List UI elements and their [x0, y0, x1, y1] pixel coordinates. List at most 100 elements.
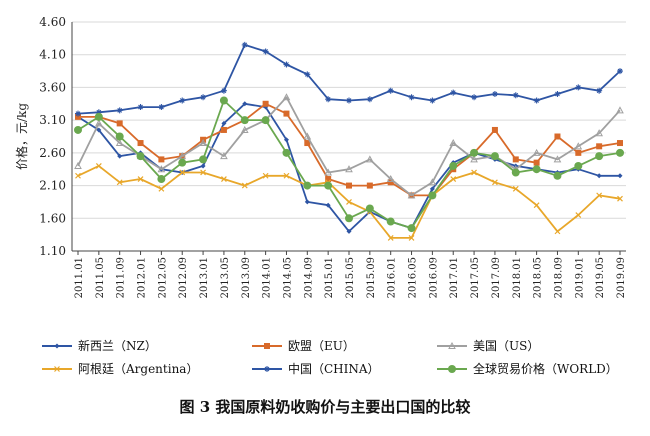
data-point — [346, 228, 352, 234]
data-point — [408, 94, 415, 101]
data-point — [75, 113, 81, 120]
x-tick-label: 2019.05 — [595, 257, 606, 298]
data-point — [264, 366, 270, 372]
data-point — [220, 87, 227, 94]
data-point — [532, 148, 541, 156]
x-tick-label: 2013.09 — [241, 257, 252, 298]
series-1 — [75, 100, 623, 199]
data-point — [449, 161, 458, 170]
x-tick-label: 2011.05 — [95, 257, 106, 298]
legend-label: 欧盟（EU） — [288, 339, 355, 353]
data-point — [325, 176, 332, 183]
data-point — [283, 137, 289, 143]
data-point — [137, 104, 144, 111]
y-axis-label: 价格，元/kg — [14, 103, 29, 170]
data-point — [554, 228, 561, 235]
data-point — [158, 156, 165, 163]
y-tick-label: 1.60 — [39, 211, 66, 225]
data-point — [282, 148, 291, 157]
legend-item-1: 欧盟（EU） — [252, 339, 355, 353]
x-tick-label: 2017.05 — [470, 257, 481, 298]
data-point — [157, 175, 166, 184]
data-point — [366, 182, 373, 189]
x-tick-label: 2015.01 — [324, 257, 335, 298]
data-point — [471, 169, 478, 176]
data-point — [617, 68, 623, 75]
data-point — [242, 101, 248, 107]
legend-item-5: 全球贸易价格（WORLD） — [437, 361, 618, 376]
data-point — [116, 120, 123, 127]
data-point — [178, 158, 187, 167]
data-point — [179, 169, 186, 176]
data-point — [512, 185, 519, 192]
y-tick-label: 3.60 — [39, 80, 66, 94]
data-point — [616, 148, 624, 157]
legend-item-3: 阿根廷（Argentina） — [42, 362, 198, 376]
data-point — [553, 155, 562, 163]
data-point — [553, 171, 562, 180]
x-tick-label: 2014.09 — [303, 257, 314, 298]
data-point — [74, 125, 82, 134]
data-point — [345, 165, 353, 173]
data-point — [387, 234, 394, 241]
data-point — [221, 120, 227, 126]
data-point — [325, 96, 332, 103]
data-point — [303, 181, 312, 190]
data-point — [136, 152, 145, 161]
x-tick-label: 2012.09 — [178, 257, 189, 298]
data-point — [220, 152, 228, 160]
chart-caption: 图 3 我国原料奶收购价与主要出口国的比较 — [180, 398, 471, 416]
series-layer — [74, 41, 624, 241]
data-point — [617, 140, 623, 147]
legend-item-0: 新西兰（NZ） — [42, 338, 157, 353]
data-point — [74, 161, 82, 169]
legend-item-4: 中国（CHINA） — [252, 361, 380, 376]
data-point — [199, 155, 208, 164]
data-point — [75, 110, 81, 117]
data-point — [264, 343, 270, 349]
x-tick-label: 2019.01 — [574, 257, 585, 298]
legend-label: 新西兰（NZ） — [78, 338, 157, 353]
data-point — [304, 140, 311, 147]
legend-label: 中国（CHINA） — [288, 361, 380, 376]
data-point — [54, 343, 60, 349]
data-point — [617, 195, 623, 202]
data-point — [532, 165, 541, 174]
y-tick-label: 2.60 — [39, 146, 66, 160]
data-point — [262, 100, 269, 107]
x-tick-label: 2013.05 — [220, 257, 231, 298]
x-tick-label: 2017.09 — [491, 257, 502, 298]
series-4 — [75, 41, 623, 117]
data-point — [596, 87, 603, 94]
data-point — [240, 116, 249, 125]
x-tick-label: 2011.09 — [116, 257, 127, 298]
data-point — [200, 163, 206, 169]
x-tick-label: 2012.01 — [137, 257, 148, 298]
data-point — [261, 116, 270, 125]
data-point — [386, 217, 395, 226]
data-point — [200, 169, 207, 176]
data-point — [137, 176, 144, 182]
data-point — [448, 365, 456, 373]
data-point — [282, 93, 291, 101]
data-point — [283, 172, 290, 179]
data-point — [554, 90, 561, 97]
data-point — [574, 142, 583, 150]
data-point — [54, 366, 60, 372]
data-point — [448, 341, 456, 349]
data-point — [325, 202, 331, 208]
data-point — [220, 176, 227, 182]
data-point — [304, 199, 310, 205]
x-tick-label: 2014.05 — [282, 257, 293, 298]
legend-item-2: 美国（US） — [437, 339, 539, 353]
data-point — [95, 109, 102, 116]
data-point — [407, 224, 416, 233]
data-point — [574, 161, 583, 170]
x-tick-label: 2014.01 — [262, 257, 273, 298]
legend-label: 美国（US） — [473, 339, 539, 353]
data-point — [596, 192, 603, 199]
data-point — [511, 168, 520, 177]
data-point — [283, 110, 290, 117]
data-point — [96, 127, 102, 133]
